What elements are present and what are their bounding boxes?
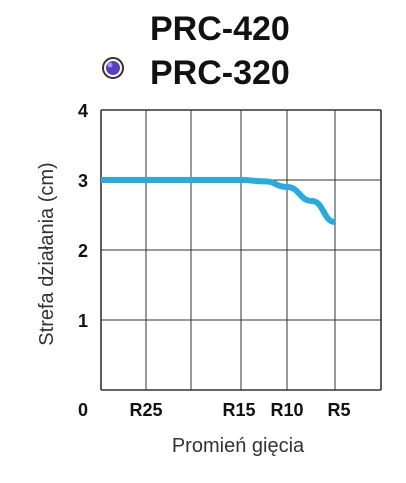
y-tick-label: 4 [78, 101, 88, 121]
x-tick-label: R10 [270, 400, 303, 420]
grid [100, 109, 382, 391]
y-tick-label: 1 [78, 311, 88, 331]
series-line-group [101, 177, 336, 225]
series-marker-icon [102, 57, 124, 79]
series-marker-dot [106, 61, 120, 75]
x-axis-label: Promień gięcia [172, 435, 305, 457]
y-axis-label: Strefa działania (cm) [36, 162, 58, 345]
series-line [101, 177, 336, 225]
x-tick-label: R5 [327, 400, 350, 420]
series-marker-highlight [107, 62, 113, 68]
title-line-1: PRC-420 [150, 10, 290, 48]
chart-title: PRC-420 PRC-320 [102, 10, 290, 92]
title-line-2: PRC-320 [150, 54, 290, 92]
x-tick-labels: R25 R15 R10 R5 [129, 400, 350, 420]
y-tick-label: 0 [78, 400, 88, 420]
x-tick-label: R15 [222, 400, 255, 420]
y-tick-label: 3 [78, 171, 88, 191]
y-tick-labels: 0 1 2 3 4 [78, 101, 88, 420]
y-tick-label: 2 [78, 241, 88, 261]
x-tick-label: R25 [129, 400, 162, 420]
